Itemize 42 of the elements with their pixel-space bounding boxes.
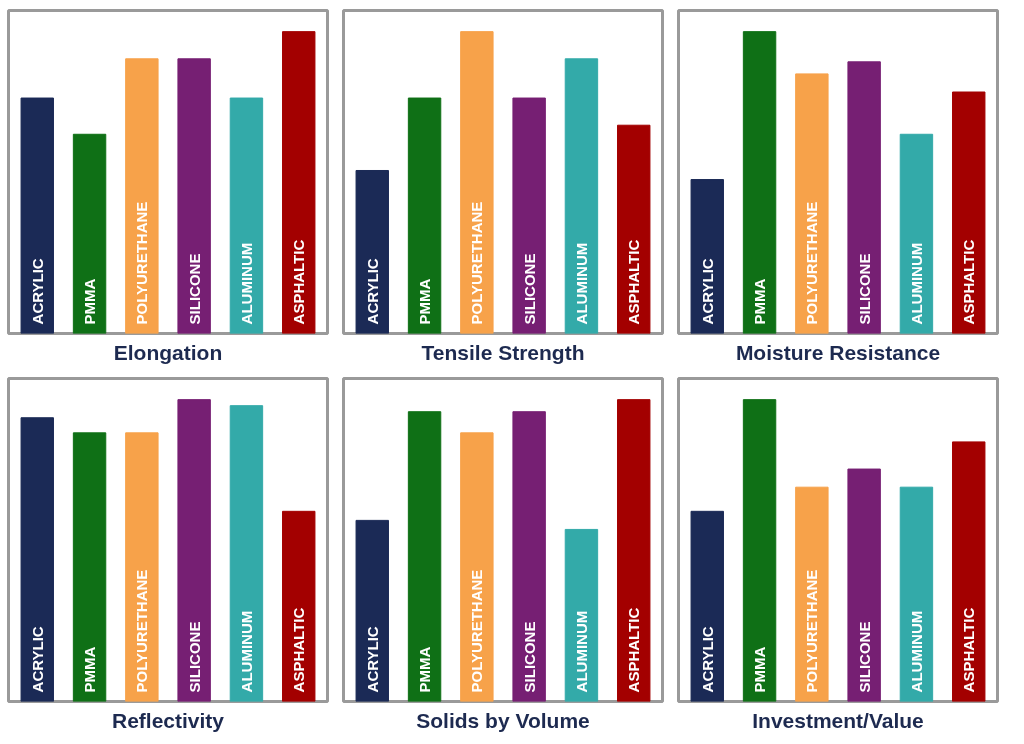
x-tick-label: PMMA: [751, 278, 769, 325]
x-tick-label: POLYURETHANE: [468, 569, 486, 693]
x-tick-label: ALUMINUM: [907, 610, 925, 693]
x-tick-label: PMMA: [81, 278, 99, 325]
text: Moisture Resistance: [735, 340, 941, 364]
x-tick-label: ACRYLIC: [698, 258, 716, 325]
x-tick-label: ACRYLIC: [28, 626, 46, 693]
text: Solids by Volume: [416, 708, 590, 732]
x-tick-label: ASPHALTIC: [625, 607, 643, 693]
x-tick-label: PMMA: [81, 646, 99, 693]
x-tick-label: PMMA: [416, 278, 434, 325]
x-tick-label: PMMA: [416, 646, 434, 693]
x-tick-label: SILICONE: [520, 621, 538, 693]
text: Tensile Strength: [421, 340, 585, 364]
x-tick-label: ALUMINUM: [237, 242, 255, 325]
x-tick-label: ASPHALTIC: [625, 239, 643, 325]
x-tick-label: ASPHALTIC: [290, 607, 308, 693]
x-tick-label: POLYURETHANE: [803, 201, 821, 325]
x-tick-label: ACRYLIC: [28, 258, 46, 325]
x-tick-label: ACRYLIC: [363, 626, 381, 693]
x-tick-label: ALUMINUM: [572, 610, 590, 693]
x-tick-label: PMMA: [751, 646, 769, 693]
text: Reflectivity: [111, 708, 225, 732]
x-tick-label: POLYURETHANE: [803, 569, 821, 693]
x-tick-label: ALUMINUM: [237, 610, 255, 693]
x-tick-label: ASPHALTIC: [290, 239, 308, 325]
x-tick-label: ASPHALTIC: [960, 607, 978, 693]
x-tick-label: ALUMINUM: [907, 242, 925, 325]
x-tick-label: POLYURETHANE: [133, 569, 151, 693]
x-tick-label: SILICONE: [520, 253, 538, 325]
text: Elongation: [113, 340, 223, 364]
x-tick-label: SILICONE: [185, 621, 203, 693]
x-tick-label: SILICONE: [855, 253, 873, 325]
x-tick-label: ALUMINUM: [572, 242, 590, 325]
x-tick-label: ASPHALTIC: [960, 239, 978, 325]
text: Investment/Value: [752, 708, 924, 732]
x-tick-label: SILICONE: [855, 621, 873, 693]
x-tick-label: POLYURETHANE: [468, 201, 486, 325]
x-tick-label: SILICONE: [185, 253, 203, 325]
x-tick-label: ACRYLIC: [698, 626, 716, 693]
x-tick-label: POLYURETHANE: [133, 201, 151, 325]
x-tick-label: ACRYLIC: [363, 258, 381, 325]
